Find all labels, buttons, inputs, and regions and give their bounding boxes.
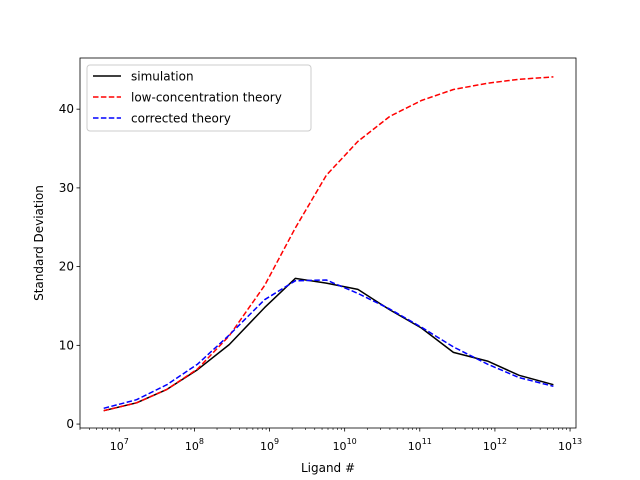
x-tick-label: 1011 (408, 437, 432, 453)
y-tick-label: 0 (66, 417, 74, 431)
series-line-2 (103, 76, 554, 412)
y-axis-ticks: 0 10 20 30 40 (59, 102, 80, 431)
x-tick-label: 1010 (333, 437, 357, 453)
series-line-3 (103, 279, 554, 410)
series-lines (103, 76, 554, 412)
legend-box (86, 64, 312, 132)
y-tick-label: 20 (59, 260, 74, 274)
x-tick-label: 108 (185, 437, 204, 453)
x-axis-label: Ligand # (301, 461, 355, 475)
x-tick-label: 1013 (558, 437, 582, 453)
y-tick-label: 10 (59, 338, 74, 352)
x-tick-label: 1012 (483, 437, 507, 453)
legend: simulation low-concentration theory correc… (86, 64, 312, 132)
x-tick-label: 109 (260, 437, 279, 453)
x-axis-ticks: 107 108 109 1010 1011 1012 1013 (79, 428, 582, 453)
y-tick-label: 40 (59, 102, 74, 116)
y-tick-label: 30 (59, 181, 74, 195)
y-axis-label: Standard Deviation (32, 185, 46, 301)
legend-label-2: low-concentration theory (131, 91, 282, 105)
x-tick-label: 107 (110, 437, 129, 453)
legend-label-3: corrected theory (131, 112, 231, 126)
legend-label-1: simulation (131, 70, 194, 84)
